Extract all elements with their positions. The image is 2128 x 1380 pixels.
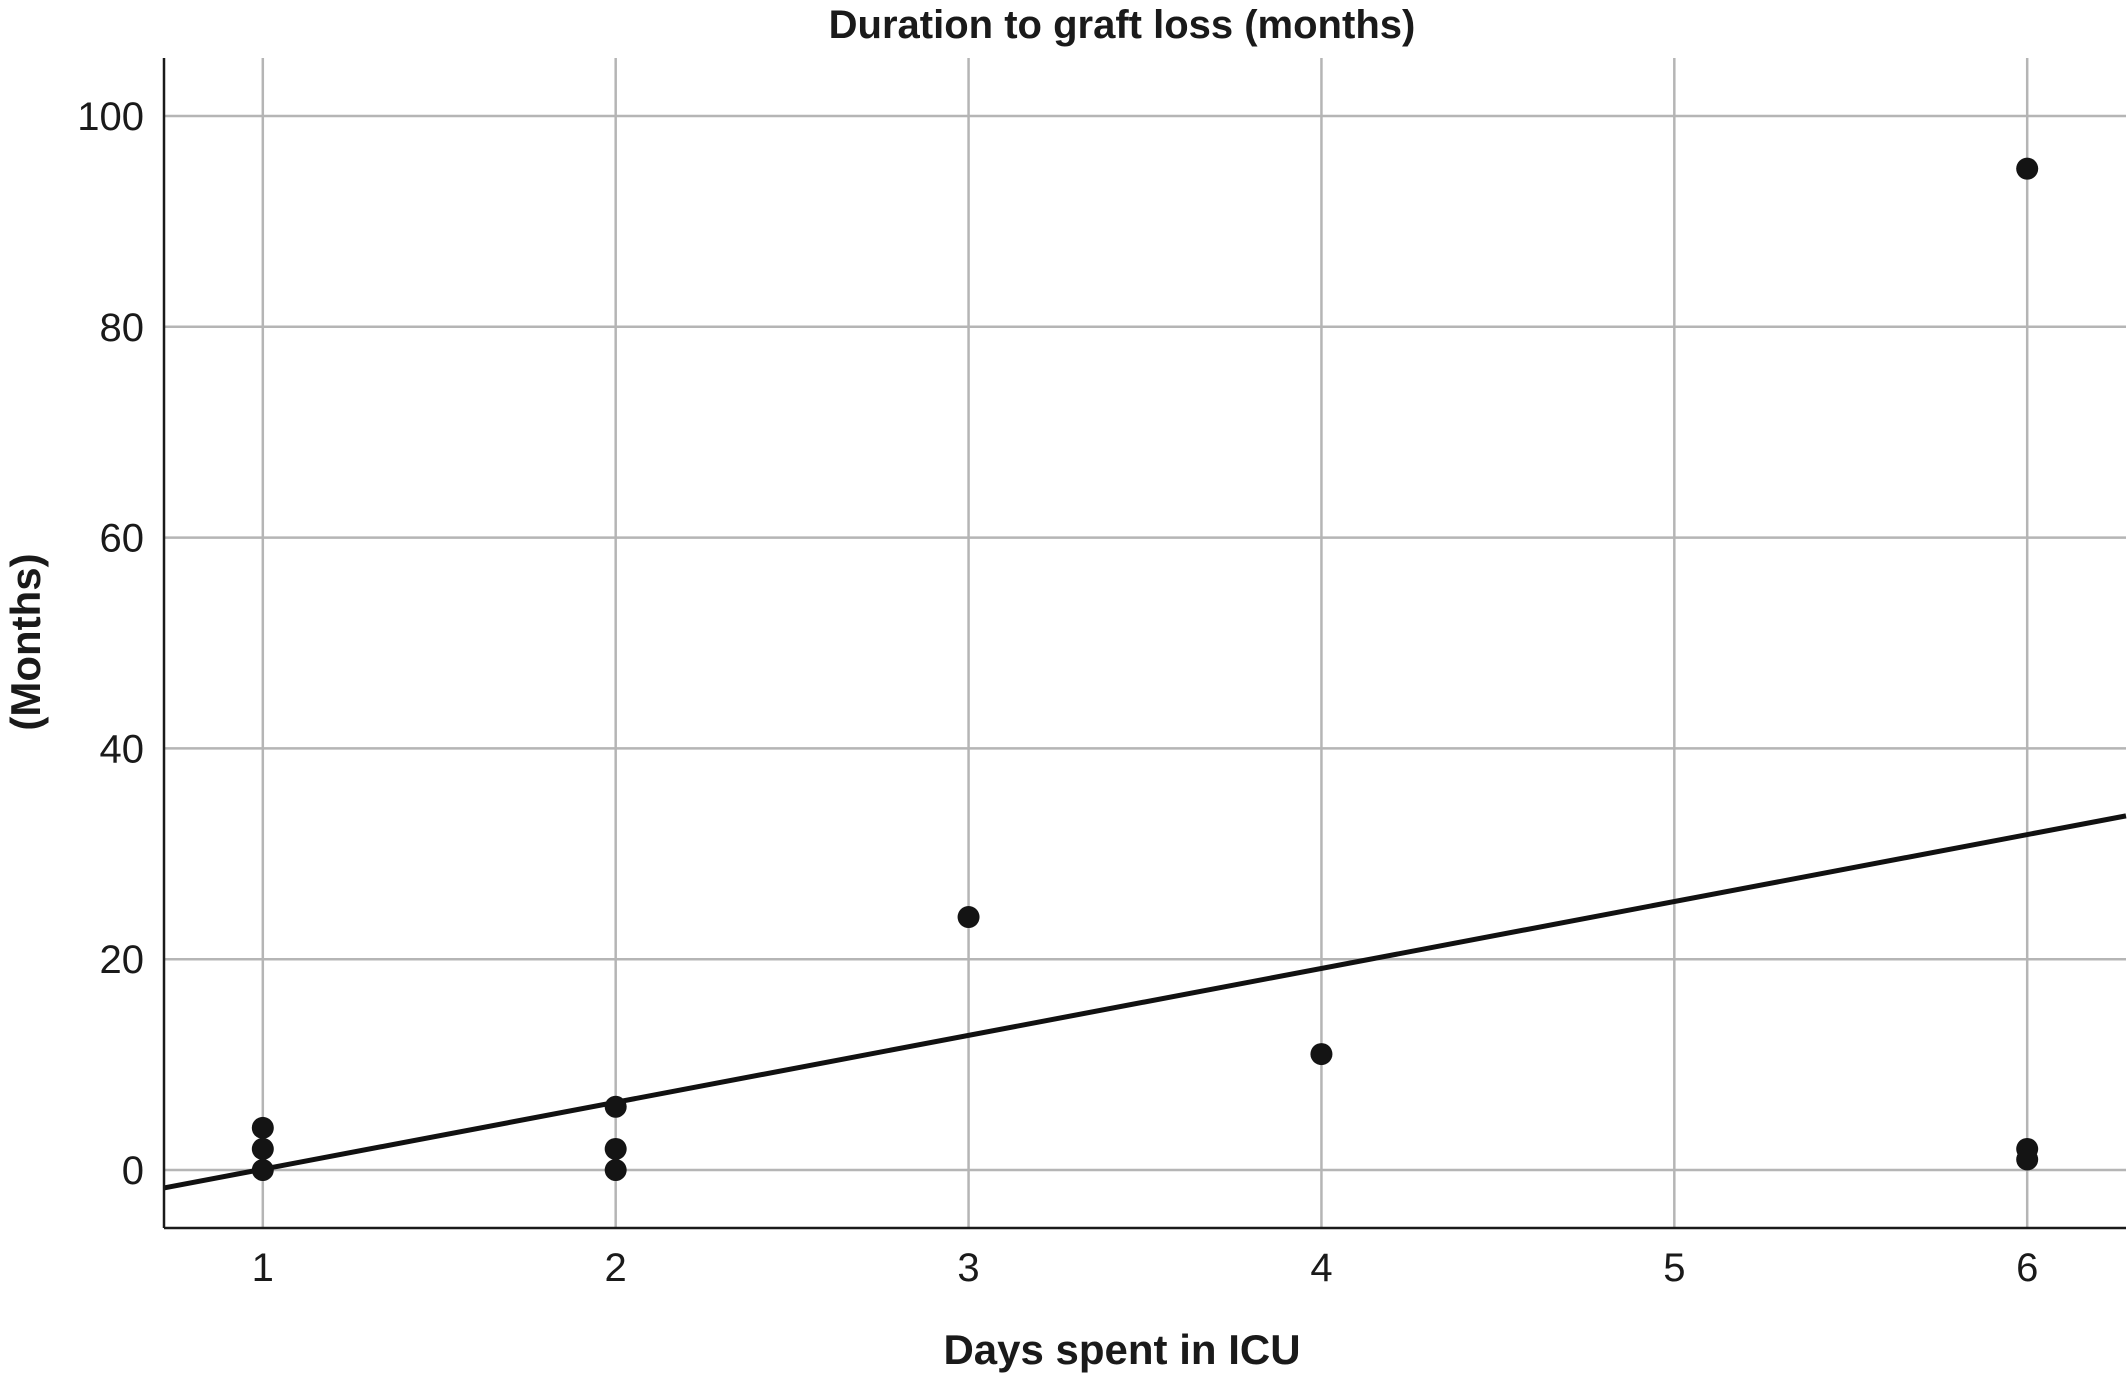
data-point	[604, 1159, 627, 1182]
y-tick-label: 80	[100, 306, 145, 350]
x-tick-label: 1	[252, 1246, 274, 1290]
data-point	[251, 1116, 274, 1139]
data-points	[251, 157, 2039, 1182]
y-tick-label: 100	[77, 95, 144, 139]
data-point	[2016, 1148, 2039, 1171]
y-axis-label: (Months)	[2, 553, 49, 730]
data-point	[957, 906, 980, 929]
regression-line	[163, 813, 2127, 1191]
x-tick-label: 3	[957, 1246, 979, 1290]
y-tick-label: 0	[122, 1149, 144, 1193]
data-point	[604, 1095, 627, 1118]
axes	[162, 58, 2126, 1230]
data-point	[251, 1159, 274, 1182]
chart-title: Duration to graft loss (months)	[829, 3, 1416, 47]
x-tick-label: 5	[1663, 1246, 1685, 1290]
x-tick-label: 4	[1310, 1246, 1332, 1290]
gridlines	[164, 58, 2126, 1228]
data-point	[2016, 157, 2039, 180]
regression-line-layer	[163, 813, 2127, 1191]
data-point	[604, 1137, 627, 1160]
data-point	[251, 1137, 274, 1160]
x-axis-label: Days spent in ICU	[943, 1326, 1300, 1373]
x-tick-label: 6	[2016, 1246, 2038, 1290]
y-tick-label: 60	[100, 517, 145, 561]
data-point	[1310, 1043, 1333, 1066]
x-tick-label: 2	[605, 1246, 627, 1290]
y-tick-label: 40	[100, 727, 145, 771]
y-tick-label: 20	[100, 938, 145, 982]
